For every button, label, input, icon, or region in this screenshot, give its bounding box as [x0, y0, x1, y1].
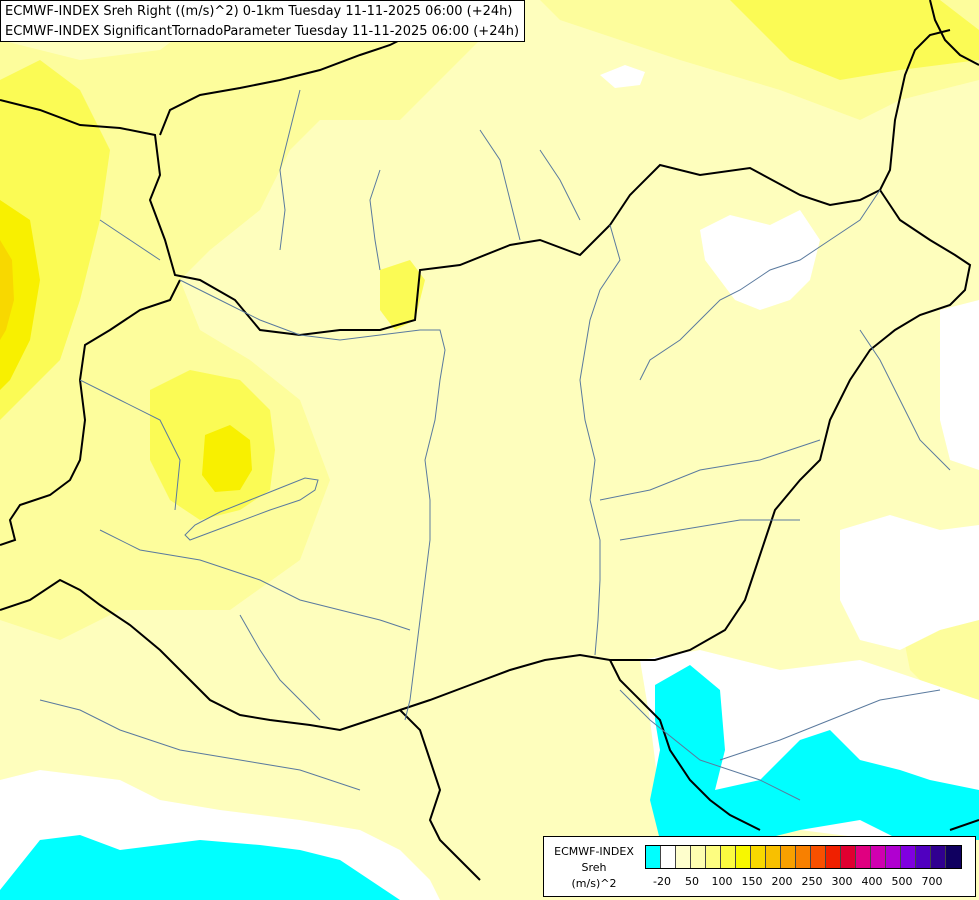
legend-tick-label: -20 — [653, 875, 671, 888]
river-tisza — [579, 224, 621, 656]
sreh-field-cyan-southwest — [0, 835, 400, 900]
legend-tick-label: 700 — [921, 875, 943, 888]
river-danube — [179, 279, 446, 721]
legend-swatch — [901, 846, 916, 868]
legend-swatch — [751, 846, 766, 868]
legend-swatch — [646, 846, 661, 868]
sreh-field-white-east — [840, 515, 979, 650]
legend-swatch — [916, 846, 931, 868]
legend-swatch — [841, 846, 856, 868]
river-romania — [859, 329, 951, 471]
legend-tick-label: 300 — [831, 875, 853, 888]
legend-swatch — [691, 846, 706, 868]
legend-swatch — [781, 846, 796, 868]
map-title-line-2: ECMWF-INDEX SignificantTornadoParameter … — [5, 24, 520, 39]
legend-tick-label: 50 — [685, 875, 699, 888]
map-title-line-1: ECMWF-INDEX Sreh Right ((m/s)^2) 0-1km T… — [5, 4, 513, 19]
river-north-2 — [479, 129, 581, 241]
sreh-field-north-pocket — [380, 260, 425, 330]
legend-swatch — [676, 846, 691, 868]
legend-title: ECMWF-INDEX — [554, 845, 634, 858]
river-east — [639, 189, 881, 381]
legend-swatch — [766, 846, 781, 868]
legend-swatch — [946, 846, 961, 868]
sreh-field-white-north — [700, 210, 820, 310]
legend-swatch — [706, 846, 721, 868]
river-southeast — [619, 689, 941, 801]
legend-variable: Sreh — [581, 861, 607, 874]
color-legend: ECMWF-INDEX Sreh (m/s)^2 -20 50 100 150 200 2… — [543, 836, 976, 897]
lake-balaton — [184, 477, 319, 541]
legend-color-scale — [645, 845, 962, 869]
river-east-hungary — [599, 439, 821, 541]
border-southwest — [0, 578, 481, 881]
river-south — [39, 614, 361, 791]
map-title-box: ECMWF-INDEX Sreh Right ((m/s)^2) 0-1km T… — [0, 0, 525, 42]
border-north — [0, 29, 951, 337]
border-west — [0, 279, 181, 546]
legend-swatch — [826, 846, 841, 868]
sreh-field-cyan-southeast — [650, 665, 979, 840]
legend-tick-label: 400 — [861, 875, 883, 888]
legend-tick-label: 100 — [711, 875, 733, 888]
legend-tick-label: 250 — [801, 875, 823, 888]
rivers — [39, 89, 951, 801]
legend-swatch — [721, 846, 736, 868]
river-drava — [99, 529, 411, 631]
border-northeast — [929, 0, 979, 66]
legend-unit: (m/s)^2 — [571, 877, 617, 890]
sreh-field-northeast-yellow — [730, 0, 979, 80]
legend-tick-label: 500 — [891, 875, 913, 888]
legend-tick-label: 200 — [771, 875, 793, 888]
border-east — [399, 189, 972, 711]
legend-tick-label: 150 — [741, 875, 763, 888]
legend-swatch — [811, 846, 826, 868]
sreh-field-white-east-edge — [940, 300, 979, 470]
legend-swatch — [736, 846, 751, 868]
sreh-field-central-max — [202, 425, 252, 492]
legend-swatch — [661, 846, 676, 868]
legend-swatch — [886, 846, 901, 868]
river-north — [279, 89, 381, 271]
sreh-field-west-yellow — [0, 0, 520, 640]
river-west — [79, 219, 181, 511]
legend-swatch — [871, 846, 886, 868]
border-southeast — [949, 819, 979, 831]
sreh-field-west-max — [0, 200, 40, 390]
legend-swatch — [856, 846, 871, 868]
legend-swatch — [796, 846, 811, 868]
border-south — [609, 659, 761, 831]
sreh-field-white-pocket — [600, 65, 645, 88]
sreh-field-west-peak — [0, 240, 14, 340]
legend-swatch — [931, 846, 946, 868]
